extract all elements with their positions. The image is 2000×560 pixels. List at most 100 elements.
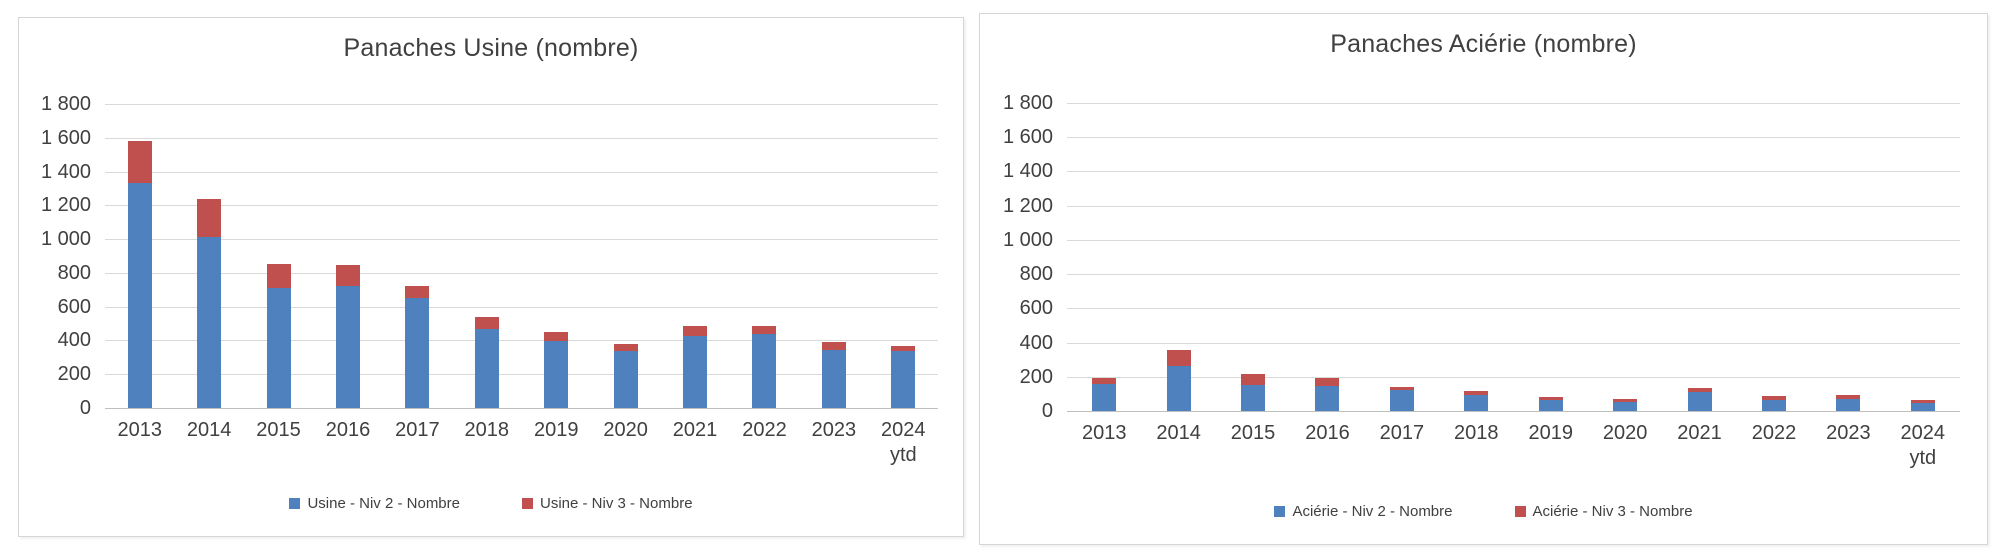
x-axis-tick-label: 2016: [325, 419, 371, 441]
bar-segment-series2-2020: [613, 343, 638, 351]
bar-segment-series1-2023: [1836, 399, 1861, 411]
x-axis-tick-label: 2023: [811, 419, 857, 441]
plot-area-usine: 0 200 400 600 800 1 000 1 200 1 400 1 600 1 800 20…: [41, 93, 938, 466]
bar-segment-series1-2019: [1538, 399, 1563, 411]
y-axis-tick-label: 600: [57, 295, 91, 318]
x-axis-tick-label: 2017: [1379, 422, 1425, 444]
x-axis-tick-label: 2020: [603, 419, 648, 441]
gridline: [105, 137, 938, 139]
bar-segment-series1-2018: [474, 328, 499, 408]
bar-segment-series2-2018: [1464, 391, 1489, 395]
bar-segment-series1-2013: [127, 183, 152, 408]
bar-segment-series2-2023: [1836, 394, 1861, 400]
bar-segment-series2-2017: [405, 286, 430, 299]
x-axis-tick-label: 2018: [1454, 422, 1499, 444]
y-axis-tick-label: 1 600: [1002, 126, 1053, 149]
bar-segment-series1-2020: [613, 350, 638, 408]
x-axis-tick-label: 2024 ytd: [881, 419, 926, 466]
bar-segment-series2-2021: [683, 326, 708, 337]
gridline: [1067, 239, 1960, 241]
bar-segment-series1-2018: [1464, 394, 1489, 411]
legend-item-usine-niv2: Usine - Niv 2 - Nombre: [289, 495, 460, 512]
bar-segment-series2-2017: [1389, 387, 1414, 391]
bar-segment-series1-2022: [1761, 399, 1786, 411]
bar-segment-series1-2021: [683, 336, 708, 408]
gridline: [1067, 205, 1960, 207]
x-axis-tick-label: 2018: [464, 419, 510, 441]
gridline: [105, 205, 938, 207]
bar-segment-series1-2021: [1687, 392, 1712, 411]
y-axis-tick-label: 0: [79, 397, 91, 419]
bar-segment-series2-2024: [1910, 399, 1935, 404]
x-axis-tick-label: 2019: [533, 419, 579, 441]
gridline: [105, 272, 938, 274]
x-axis-tick-label: 2014: [186, 419, 232, 441]
gridline: [1067, 308, 1960, 310]
x-axis-tick-label: 2021: [1677, 422, 1722, 444]
bar-segment-series1-2015: [1241, 385, 1266, 411]
bar-segment-series2-2024: [891, 346, 916, 351]
legend-label-usine-niv2: Usine - Niv 2 - Nombre: [307, 495, 460, 512]
x-axis-tick-label: 2022: [742, 419, 787, 441]
legend-swatch-blue-icon: [1274, 506, 1286, 517]
bar-segment-series1-2017: [405, 298, 430, 408]
bar-segment-series1-2024: [891, 350, 916, 408]
bar-segment-series2-2014: [1166, 350, 1191, 366]
legend-label-usine-niv3: Usine - Niv 3 - Nombre: [540, 495, 693, 512]
bar-segment-series1-2015: [266, 288, 291, 408]
legend-label-acierie-niv3: Aciérie - Niv 3 - Nombre: [1532, 503, 1693, 520]
y-axis-tick-label: 1 800: [40, 93, 91, 115]
gridline: [1067, 342, 1960, 344]
x-axis-line: [1067, 411, 1960, 412]
plot-area-acierie: 0 200 400 600 800 1 000 1 200 1 400 1 600 1 800 20…: [1003, 92, 1960, 469]
legend-item-usine-niv3: Usine - Niv 3 - Nombre: [522, 495, 693, 512]
x-axis-tick-label: 2013: [1081, 422, 1127, 444]
gridline: [105, 104, 938, 105]
x-axis-tick-label: 2017: [395, 419, 440, 441]
y-axis-tick-label: 400: [57, 329, 91, 352]
bar-segment-series1-2013: [1092, 384, 1117, 411]
chart-panel-usine: Panaches Usine (nombre) 0 200 400 600 800 1 0…: [18, 17, 964, 537]
gridline: [105, 171, 938, 173]
bar-segment-series1-2014: [1166, 365, 1191, 411]
bar-segment-series1-2017: [1389, 390, 1414, 411]
y-axis-tick-label: 200: [1019, 365, 1053, 388]
x-axis-tick-label: 2021: [672, 419, 718, 441]
chart-panel-acierie: Panaches Aciérie (nombre) 0 200 400 600 800 1…: [979, 13, 1988, 545]
bar-segment-series1-2016: [335, 285, 360, 408]
legend-item-acierie-niv3: Aciérie - Niv 3 - Nombre: [1514, 503, 1693, 520]
x-axis-tick-label: 2013: [117, 419, 162, 441]
y-axis-tick-label: 1 400: [1002, 160, 1053, 183]
legend-label-acierie-niv2: Aciérie - Niv 2 - Nombre: [1292, 503, 1453, 520]
y-axis-tick-label: 1 200: [1002, 194, 1053, 217]
y-axis-tick-label: 1 400: [40, 160, 91, 183]
gridline: [1067, 137, 1960, 139]
bar-segment-series1-2014: [197, 237, 222, 408]
bar-segment-series1-2020: [1613, 402, 1638, 411]
y-axis-tick-label: 1 600: [40, 126, 91, 149]
gridline: [1067, 274, 1960, 276]
bar-segment-series1-2023: [821, 349, 846, 408]
bar-segment-series1-2016: [1315, 386, 1340, 411]
x-axis-line: [105, 408, 938, 409]
legend-swatch-red-icon: [1514, 506, 1526, 517]
bar-segment-series2-2020: [1613, 399, 1638, 403]
x-axis-tick-label: 2024 ytd: [1900, 422, 1946, 469]
y-axis-tick-label: 0: [1041, 400, 1053, 422]
legend-usine: Usine - Niv 2 - Nombre Usine - Niv 3 - N…: [19, 495, 963, 512]
gridline: [1067, 171, 1960, 173]
x-axis-tick-label: 2023: [1826, 422, 1871, 444]
gridline: [1067, 103, 1960, 104]
y-axis-tick-label: 600: [1019, 297, 1053, 320]
y-axis-tick-label: 800: [57, 261, 91, 284]
legend-item-acierie-niv2: Aciérie - Niv 2 - Nombre: [1274, 503, 1453, 520]
y-axis-tick-label: 400: [1019, 331, 1053, 354]
x-axis-tick-label: 2016: [1305, 422, 1350, 444]
bar-segment-series2-2022: [752, 326, 777, 334]
x-axis-tick-label: 2015: [256, 419, 301, 441]
legend-swatch-red-icon: [522, 498, 533, 509]
chart-title-usine: Panaches Usine (nombre): [343, 34, 639, 62]
bar-segment-series2-2015: [1241, 374, 1266, 386]
bar-segment-series2-2015: [266, 263, 291, 289]
